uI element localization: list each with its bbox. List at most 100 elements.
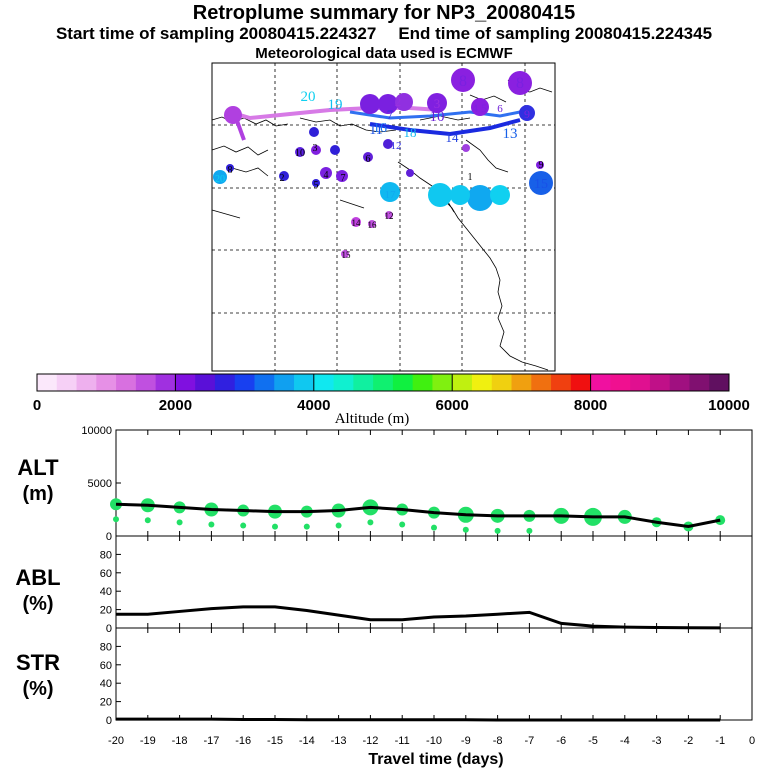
coastline-segment [211, 209, 241, 219]
plume-track-blue [349, 110, 521, 120]
plume-label-13: 13 [503, 126, 518, 142]
abl-panel-frame [115, 535, 753, 629]
colorbar-swatch [452, 374, 473, 391]
plume-label-10: 10 [430, 109, 445, 125]
alt-plume-blob-small [240, 522, 247, 529]
plume-dot [330, 145, 340, 155]
colorbar-swatch [649, 374, 671, 391]
plume-label-small: 9 [539, 160, 544, 171]
colorbar-tick-label: 8000 [574, 397, 607, 414]
plume-track-darkblue [369, 118, 521, 137]
map-coastlines [211, 79, 553, 371]
colorbar-swatch [491, 374, 513, 391]
str-panel-label: STR [16, 650, 60, 675]
str-y-tick-label: 0 [106, 715, 112, 727]
coastline-segment [339, 199, 365, 209]
plume-label-small: 5 [314, 180, 319, 191]
colorbar-swatch [56, 374, 78, 391]
abl-series-line [116, 605, 721, 630]
alt-plume-blob-small [494, 527, 501, 534]
plume-dot [336, 170, 348, 182]
plume-label-17: 17 [385, 189, 397, 201]
colorbar-swatch [630, 374, 651, 391]
plume-label-small: 1 [468, 172, 473, 183]
start-time-label: Start time of sampling 20080415.224327 [55, 24, 377, 43]
x-tick-label: -19 [140, 735, 156, 747]
colorbar-swatch [471, 374, 493, 391]
plume-label-18: 18 [404, 125, 417, 140]
colorbar-swatch [511, 374, 532, 391]
coastline-segment [211, 116, 289, 127]
str-y-tick-label: 20 [100, 697, 112, 709]
plume-label-1: 1 [230, 108, 237, 123]
plume-label-2: 2 [395, 94, 402, 109]
plume-dot [312, 179, 320, 187]
colorbar-swatch [254, 374, 275, 391]
alt-plume-blob-small [526, 527, 533, 534]
colorbar-swatch [373, 374, 394, 391]
plume-dot [428, 183, 452, 207]
str-y-tick-label: 60 [100, 660, 112, 672]
plume-dot [529, 171, 553, 195]
alt-panel-label: ALT [17, 455, 59, 480]
plume-label-14: 14 [446, 130, 460, 145]
plume-dot [378, 94, 398, 114]
x-tick-label: -5 [588, 735, 598, 747]
plume-dot [536, 161, 544, 169]
colorbar-swatch [214, 374, 236, 391]
plume-label-3: 3 [434, 96, 441, 111]
abl-y-tick-label: 20 [100, 605, 112, 617]
plume-label-small: 4 [324, 170, 329, 181]
plume-dot [295, 147, 305, 157]
colorbar-tick-label: 2000 [159, 397, 192, 414]
plume-label-16: 16 [373, 121, 387, 136]
alt-y-tick-label: 10000 [81, 425, 112, 437]
plume-label-19: 19 [328, 97, 343, 113]
x-tick-label: -1 [715, 735, 725, 747]
plume-label-small: 8 [228, 165, 233, 176]
x-tick-label: -13 [331, 735, 347, 747]
abl-y-tick-label: 40 [100, 586, 112, 598]
alt-plume-blob-small [303, 523, 310, 530]
colorbar-swatch [669, 374, 690, 391]
coastline-segment [211, 145, 269, 156]
colorbar-swatch [294, 374, 315, 391]
colorbar-swatch [37, 374, 58, 391]
plume-label-20: 20 [301, 89, 316, 105]
colorbar-swatch [195, 374, 216, 391]
plume-label-11: 11 [369, 123, 382, 138]
plume-label-small: 10 [295, 148, 305, 159]
colorbar-swatch [76, 374, 97, 391]
colorbar-swatch [610, 374, 631, 391]
plume-dot [519, 105, 535, 121]
colorbar-tick-label: 4000 [297, 397, 330, 414]
map-panel: 12 3 4 5 678 89101112131415161718192020201234… [211, 62, 556, 372]
plume-label-7: 7 [387, 107, 394, 122]
plume-dot [226, 164, 234, 172]
x-tick-label: -16 [235, 735, 251, 747]
coastline-segment [443, 199, 549, 371]
x-tick-label: -9 [461, 735, 471, 747]
x-tick-label: -11 [395, 735, 410, 747]
plume-label-small: 2 [280, 173, 285, 184]
plume-dot [213, 170, 227, 184]
end-time-label: End time of sampling 20080415.224345 [398, 24, 713, 43]
plume-dot [360, 94, 380, 114]
plume-label-small: 6 [366, 154, 371, 165]
plume-label-small: 12 [385, 211, 394, 221]
colorbar-swatch [353, 374, 374, 391]
met-data-label: Meteorological data used is ECMWF [255, 45, 513, 62]
plume-dot [427, 93, 447, 113]
alt-plume-blob-small [272, 523, 278, 530]
colorbar-swatch [412, 374, 433, 391]
str-panel-frame [115, 627, 753, 721]
colorbar-swatch [531, 374, 552, 391]
coastline-segment [469, 94, 507, 103]
abl-panel-label: ABL [15, 565, 60, 590]
colorbar-swatch [175, 374, 196, 391]
plume-dot [320, 167, 332, 179]
plume-dot [462, 144, 470, 152]
altitude-colorbar: 0 2000 4000 6000 8000 10000 [33, 373, 750, 414]
plume-label-9: 9 [524, 107, 530, 121]
